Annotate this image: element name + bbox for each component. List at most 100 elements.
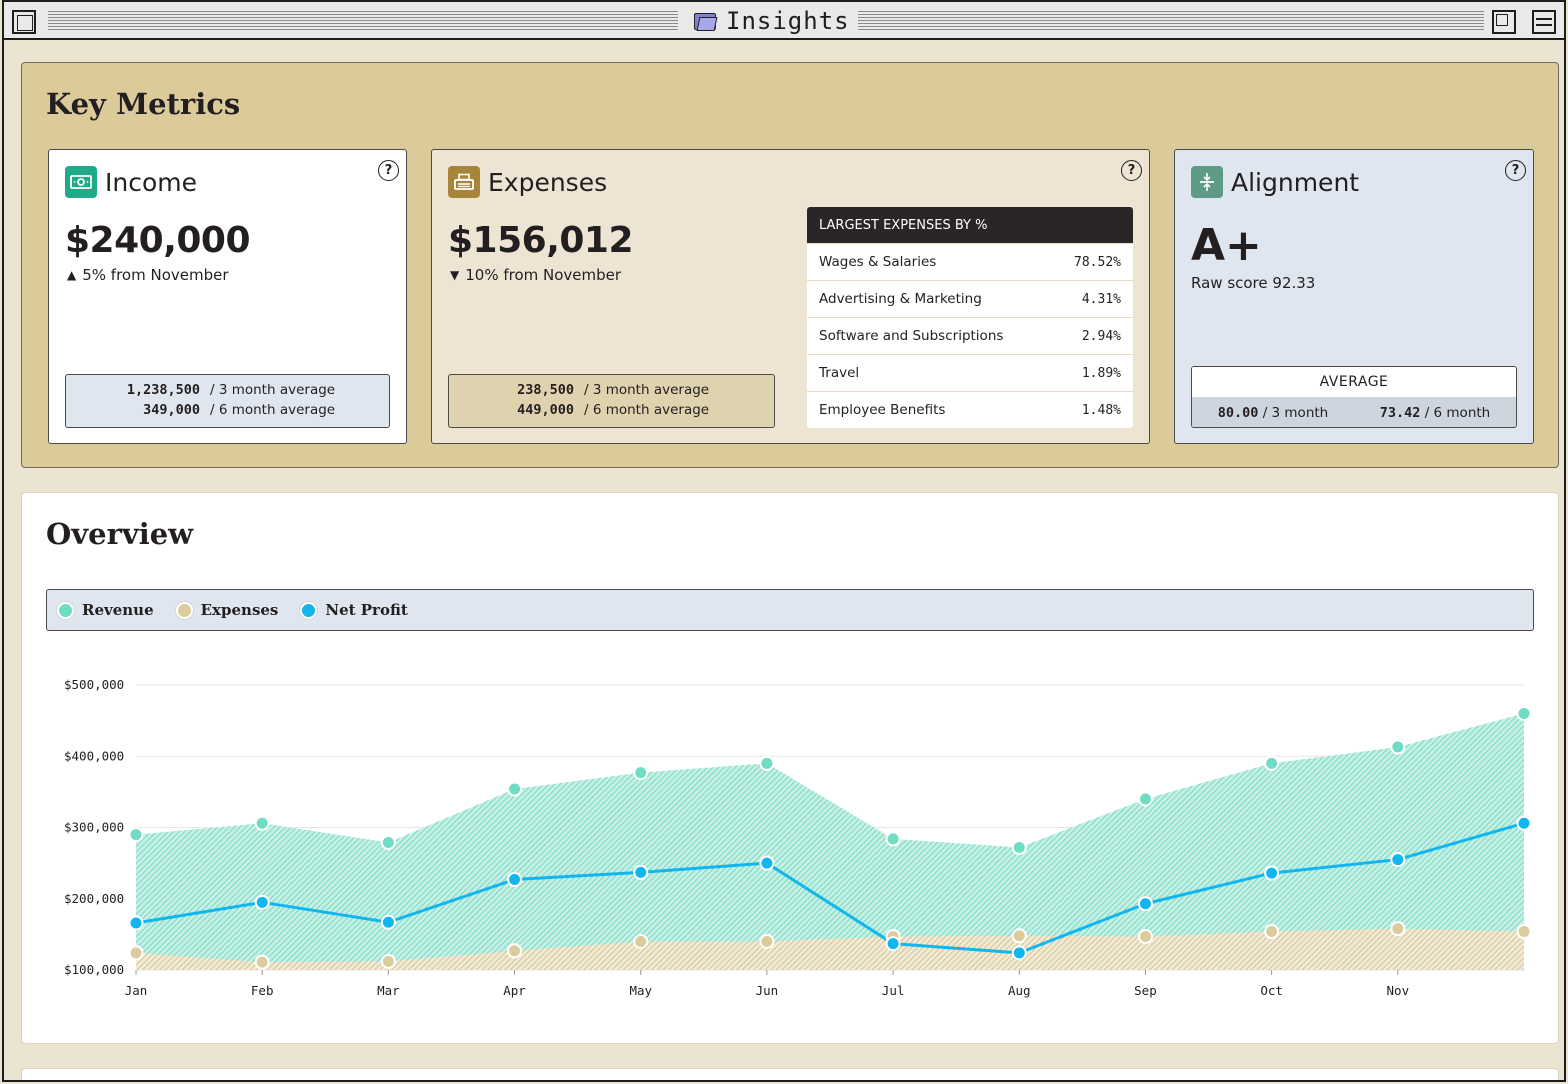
folder-icon — [692, 10, 718, 32]
net-profit-point — [1011, 945, 1027, 961]
zoom-box-button[interactable] — [1492, 10, 1516, 34]
net-profit-point — [759, 855, 775, 871]
alignment-avg6: 73.42 / 6 month — [1380, 405, 1490, 421]
net-profit-point — [1516, 815, 1532, 831]
alignment-avg6-label: / 6 month — [1424, 405, 1491, 421]
expense-name: Software and Subscriptions — [819, 328, 1004, 344]
table-row: Wages & Salaries 78.52% — [807, 243, 1133, 280]
income-value: $240,000 — [65, 220, 251, 261]
alignment-help-icon[interactable]: ? — [1505, 160, 1526, 181]
close-box-button[interactable] — [12, 10, 36, 34]
net-profit-point — [507, 872, 523, 888]
y-tick-label: $500,000 — [64, 677, 124, 692]
expenses-point — [507, 943, 523, 959]
x-tick-label: Sep — [1134, 983, 1157, 998]
alignment-title: Alignment — [1231, 167, 1360, 197]
legend-item-revenue[interactable]: Revenue — [57, 601, 154, 619]
expenses-title: Expenses — [488, 167, 608, 197]
revenue-area — [136, 713, 1524, 970]
overview-panel: Overview Revenue Expenses Net Profit $5 — [21, 492, 1559, 1044]
expenses-point — [1390, 921, 1406, 937]
legend-item-net-profit[interactable]: Net Profit — [300, 601, 408, 619]
expenses-point — [1137, 929, 1153, 945]
legend-dot — [175, 601, 193, 619]
register-icon — [448, 166, 480, 198]
y-tick-label: $400,000 — [64, 748, 124, 763]
expenses-point — [1264, 924, 1280, 940]
x-tick-label: Aug — [1008, 983, 1031, 998]
legend-item-expenses[interactable]: Expenses — [175, 601, 279, 619]
key-metrics-title: Key Metrics — [46, 87, 241, 121]
alignment-avg-title: AVERAGE — [1192, 367, 1516, 397]
income-change: ▲ 5% from November — [67, 266, 229, 284]
key-metrics-panel: Key Metrics Income ? $240,000 ▲ 5% from … — [21, 62, 1559, 468]
title-stripes-left — [48, 11, 678, 31]
alignment-avg3: 80.00 / 3 month — [1218, 405, 1328, 421]
income-card: Income ? $240,000 ▲ 5% from November 1,2… — [48, 149, 407, 444]
income-avg6-value: 349,000 — [143, 402, 200, 418]
chart-legend: Revenue Expenses Net Profit — [46, 589, 1534, 631]
overview-title: Overview — [46, 517, 194, 551]
window-title: Insights — [684, 6, 858, 36]
expense-name: Wages & Salaries — [819, 254, 937, 270]
arrow-down-icon: ▼ — [450, 268, 460, 282]
net-profit-point — [380, 914, 396, 930]
legend-label: Expenses — [200, 601, 279, 619]
expenses-point — [759, 934, 775, 949]
alignment-avg3-value: 80.00 — [1217, 405, 1259, 421]
revenue-point — [1011, 839, 1027, 855]
expense-pct: 78.52% — [1074, 254, 1121, 270]
expense-name: Employee Benefits — [819, 402, 946, 418]
x-tick-label: Feb — [251, 983, 274, 998]
revenue-point — [759, 755, 775, 771]
income-avg3-label: / 3 month average — [210, 382, 336, 398]
title-bar[interactable]: Insights — [4, 2, 1564, 40]
expenses-averages: 238,500 / 3 month average 449,000 / 6 mont… — [448, 374, 775, 428]
revenue-point — [507, 781, 523, 797]
net-profit-point — [1390, 852, 1406, 868]
revenue-point — [633, 765, 649, 781]
alignment-averages: AVERAGE 80.00 / 3 month 73.42 / 6 month — [1191, 366, 1517, 428]
net-profit-point — [633, 864, 649, 880]
revenue-point — [380, 834, 396, 850]
net-profit-point — [1137, 896, 1153, 912]
expenses-avg6-label: / 6 month average — [584, 402, 710, 418]
expenses-card: Expenses ? $156,012 ▼ 10% from November … — [431, 149, 1150, 444]
legend-dot — [57, 601, 74, 619]
title-stripes-right — [854, 11, 1484, 31]
expenses-point — [380, 953, 396, 969]
income-avg6-label: / 6 month average — [210, 402, 336, 418]
income-help-icon[interactable]: ? — [378, 160, 399, 181]
net-profit-line — [135, 821, 1525, 955]
expense-name: Travel — [819, 365, 860, 381]
x-tick-label: Nov — [1387, 983, 1410, 998]
revenue-point — [1390, 739, 1406, 755]
y-tick-label: $200,000 — [64, 891, 124, 906]
collapse-box-button[interactable] — [1532, 10, 1556, 34]
expense-pct: 4.31% — [1081, 291, 1121, 307]
table-row: Employee Benefits 1.48% — [807, 391, 1133, 428]
y-tick-label: $100,000 — [64, 962, 124, 977]
arrow-up-icon: ▲ — [67, 268, 77, 282]
expenses-avg3-label: / 3 month average — [584, 382, 710, 398]
x-tick-label: Jul — [882, 983, 905, 998]
expenses-point — [1516, 924, 1532, 940]
y-tick-label: $300,000 — [64, 820, 124, 835]
expenses-avg3-value: 238,500 — [517, 382, 574, 398]
alignment-raw-score: Raw score 92.33 — [1191, 274, 1316, 292]
x-tick-label: Jun — [756, 983, 779, 998]
expenses-area — [136, 928, 1524, 970]
net-profit-point — [128, 915, 144, 931]
income-averages: 1,238,500 / 3 month average 349,000 / 6 mo… — [65, 374, 390, 428]
legend-dot — [300, 601, 318, 619]
expense-name: Advertising & Marketing — [819, 291, 982, 307]
expense-pct: 2.94% — [1081, 328, 1121, 344]
alignment-avg6-value: 73.42 — [1379, 405, 1421, 421]
income-avg3-value: 1,238,500 — [126, 382, 200, 398]
expenses-help-icon[interactable]: ? — [1121, 160, 1142, 181]
align-center-icon — [1191, 166, 1223, 198]
legend-label: Net Profit — [325, 601, 408, 619]
revenue-point — [254, 815, 270, 831]
table-row: Advertising & Marketing 4.31% — [807, 280, 1133, 317]
revenue-point — [128, 827, 144, 843]
